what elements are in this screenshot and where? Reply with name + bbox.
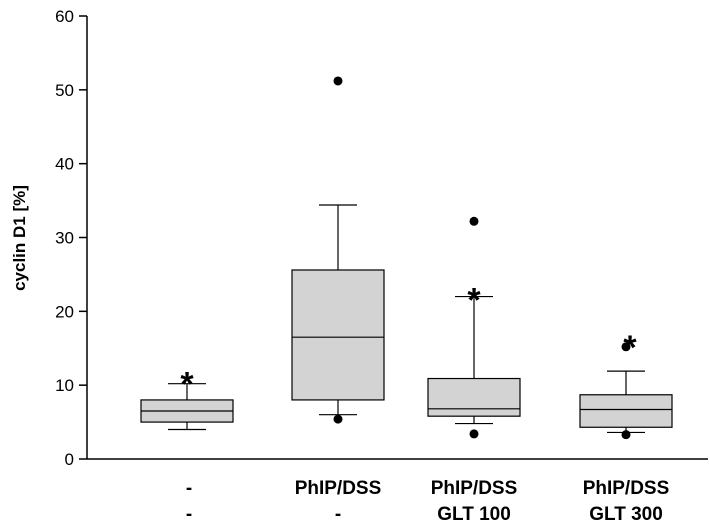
category-label-line1: PhIP/DSS xyxy=(583,478,670,499)
category-label-line2: - xyxy=(335,504,341,524)
outlier-point xyxy=(333,414,343,424)
box-group: * xyxy=(140,366,234,431)
category-label-line2: GLT 100 xyxy=(437,504,511,524)
y-tick-label: 0 xyxy=(65,450,74,469)
category-label-line1: PhIP/DSS xyxy=(431,478,518,499)
y-tick-label: 10 xyxy=(55,376,74,395)
y-tick-label: 20 xyxy=(55,302,74,321)
box-group: * xyxy=(579,329,673,440)
category-label-line2: GLT 300 xyxy=(589,504,663,524)
box-group xyxy=(291,76,385,424)
outlier-point xyxy=(333,76,343,86)
box xyxy=(579,394,673,428)
category-labels: - - PhIP/DSS - PhIP/DSS GLT 100 PhIP/DSS GLT 30… xyxy=(186,478,669,524)
significance-marker: * xyxy=(180,366,194,404)
category-label-line2: - xyxy=(186,504,192,524)
outlier-point xyxy=(469,216,479,226)
significance-marker: * xyxy=(467,282,481,320)
y-tick-label: 60 xyxy=(55,7,74,26)
box xyxy=(427,377,521,417)
y-tick-label: 40 xyxy=(55,155,74,174)
y-axis-title: cyclin D1 [%] xyxy=(10,185,29,291)
box-series: * * * xyxy=(140,76,673,440)
significance-marker: * xyxy=(623,329,637,367)
outlier-point xyxy=(621,430,631,440)
y-tick-label: 30 xyxy=(55,229,74,248)
y-tick-label: 50 xyxy=(55,81,74,100)
box xyxy=(291,269,385,401)
outlier-point xyxy=(469,429,479,439)
category-label-line1: - xyxy=(186,478,192,499)
box-group: * xyxy=(427,216,521,439)
category-label-line1: PhIP/DSS xyxy=(295,478,382,499)
outlier-point xyxy=(621,342,631,352)
y-axis: 0 10 20 30 40 50 60 xyxy=(55,7,88,469)
